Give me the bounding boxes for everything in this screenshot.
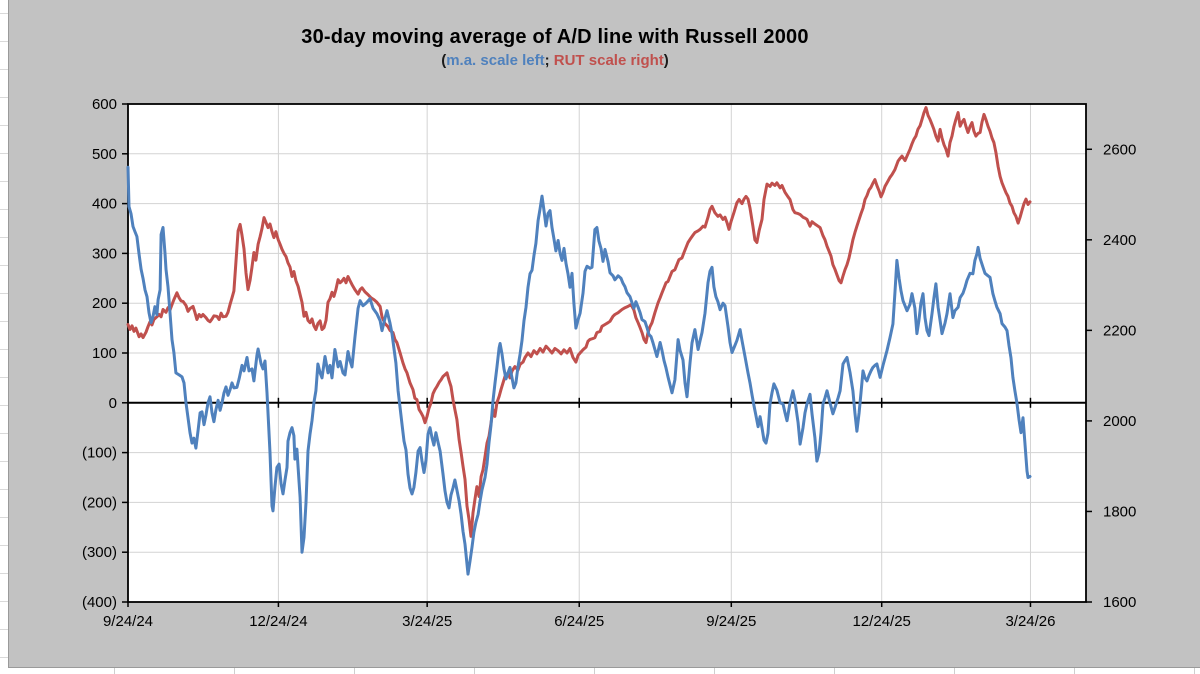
- worksheet-left-cells[interactable]: [0, 0, 8, 674]
- left-axis-label: 100: [92, 345, 117, 362]
- subtitle-rut-scale-label: RUT scale right: [553, 52, 664, 69]
- left-axis-label: (200): [82, 494, 117, 511]
- x-axis-date-label: 9/24/25: [706, 613, 756, 630]
- right-axis-label: 2200: [1103, 322, 1136, 339]
- x-axis-date-label: 3/24/25: [402, 613, 452, 630]
- left-axis-label: (100): [82, 445, 117, 462]
- x-axis-date-label: 12/24/24: [249, 613, 307, 630]
- x-axis-date-label: 9/24/24: [103, 613, 153, 630]
- right-axis-label: 1800: [1103, 503, 1136, 520]
- left-axis-label: 500: [92, 146, 117, 163]
- left-axis-label: 400: [92, 196, 117, 213]
- right-axis-label: 2000: [1103, 413, 1136, 430]
- x-axis-date-label: 6/24/25: [554, 613, 604, 630]
- series-line-russell-2000[interactable]: [126, 106, 1032, 538]
- left-axis-label: (400): [82, 594, 117, 611]
- worksheet-bottom-cells[interactable]: [0, 668, 1200, 674]
- left-axis-label: 0: [109, 395, 117, 412]
- x-axis-date-label: 12/24/25: [853, 613, 911, 630]
- subtitle-close-paren: ): [663, 52, 669, 69]
- right-axis-label: 2400: [1103, 232, 1136, 249]
- left-axis-label: 600: [92, 96, 117, 113]
- right-axis-label: 2600: [1103, 141, 1136, 158]
- chart-subtitle: (m.a. scale left; RUT scale right): [0, 52, 1110, 69]
- series-line-ad-moving-average[interactable]: [126, 165, 1032, 576]
- right-axis-label: 1600: [1103, 594, 1136, 611]
- left-axis-label: (300): [82, 544, 117, 561]
- subtitle-ma-scale-label: m.a. scale left: [446, 52, 545, 69]
- x-axis-date-label: 3/24/26: [1005, 613, 1055, 630]
- subtitle-separator: ;: [544, 52, 554, 69]
- left-axis-label: 300: [92, 245, 117, 262]
- left-axis-label: 200: [92, 295, 117, 312]
- subtitle-open-paren: (: [441, 52, 447, 69]
- chart-title: 30-day moving average of A/D line with R…: [301, 26, 809, 48]
